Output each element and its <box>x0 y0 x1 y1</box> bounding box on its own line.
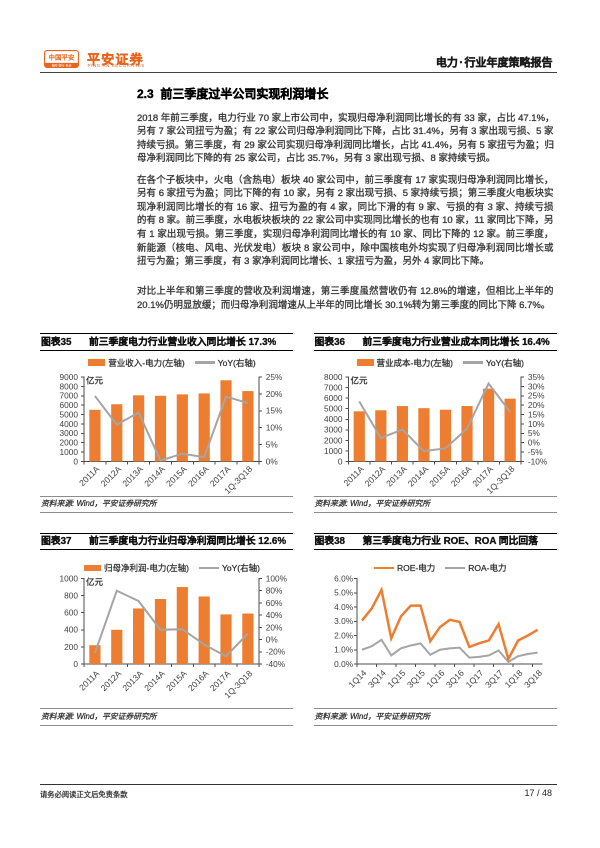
svg-text:亿元: 亿元 <box>350 376 368 386</box>
svg-text:30%: 30% <box>527 381 544 391</box>
svg-text:100%: 100% <box>266 573 288 583</box>
svg-text:亿元: 亿元 <box>86 577 104 587</box>
svg-text:20%: 20% <box>266 389 283 399</box>
svg-text:1Q17: 1Q17 <box>463 667 485 689</box>
svg-text:2011A: 2011A <box>77 464 101 488</box>
svg-text:1000: 1000 <box>324 446 343 456</box>
svg-text:80%: 80% <box>266 585 283 595</box>
svg-text:2012A: 2012A <box>362 464 387 489</box>
svg-text:0: 0 <box>73 456 78 466</box>
svg-text:2000: 2000 <box>60 438 79 448</box>
svg-text:3Q16: 3Q16 <box>444 667 466 689</box>
svg-text:2013A: 2013A <box>120 668 145 693</box>
svg-text:6.0%: 6.0% <box>334 573 354 583</box>
svg-text:2015A: 2015A <box>427 464 452 489</box>
svg-text:1Q18: 1Q18 <box>502 667 524 689</box>
svg-text:0%: 0% <box>266 456 279 466</box>
svg-text:2011A: 2011A <box>341 464 365 488</box>
svg-text:5.0%: 5.0% <box>334 587 354 597</box>
svg-text:25%: 25% <box>527 391 544 401</box>
svg-text:5%: 5% <box>266 440 279 450</box>
svg-text:0%: 0% <box>266 634 279 644</box>
svg-text:15%: 15% <box>527 409 544 419</box>
svg-text:2014A: 2014A <box>142 464 167 489</box>
svg-text:600: 600 <box>64 607 78 617</box>
svg-text:2013A: 2013A <box>120 464 145 489</box>
svg-text:5000: 5000 <box>60 409 79 419</box>
svg-text:8000: 8000 <box>60 381 79 391</box>
svg-text:1Q16: 1Q16 <box>424 667 446 689</box>
svg-text:2011A: 2011A <box>77 668 101 692</box>
svg-text:1000: 1000 <box>60 447 79 457</box>
svg-text:4000: 4000 <box>60 419 79 429</box>
svg-text:4.0%: 4.0% <box>334 601 354 611</box>
svg-text:40%: 40% <box>266 610 283 620</box>
svg-text:6000: 6000 <box>60 400 79 410</box>
svg-text:5000: 5000 <box>324 404 343 414</box>
svg-text:10%: 10% <box>527 419 544 429</box>
svg-text:1Q14: 1Q14 <box>346 667 368 689</box>
svg-text:800: 800 <box>64 590 78 600</box>
svg-text:保险·银行·投资: 保险·银行·投资 <box>52 62 72 67</box>
svg-text:3000: 3000 <box>60 428 79 438</box>
svg-text:25%: 25% <box>266 372 283 382</box>
svg-text:3Q14: 3Q14 <box>365 667 387 689</box>
svg-text:3Q17: 3Q17 <box>483 667 505 689</box>
svg-text:-20%: -20% <box>266 646 286 656</box>
svg-text:2016A: 2016A <box>186 668 211 693</box>
svg-text:60%: 60% <box>266 597 283 607</box>
svg-text:0: 0 <box>73 658 78 668</box>
svg-text:0: 0 <box>337 456 342 466</box>
svg-text:200: 200 <box>64 641 78 651</box>
svg-text:中国平安: 中国平安 <box>49 52 76 61</box>
svg-text:2014A: 2014A <box>142 668 167 693</box>
svg-text:3000: 3000 <box>324 425 343 435</box>
svg-text:400: 400 <box>64 624 78 634</box>
svg-text:15%: 15% <box>266 406 283 416</box>
svg-text:9000: 9000 <box>60 372 79 382</box>
svg-text:-40%: -40% <box>266 658 286 668</box>
svg-text:0%: 0% <box>527 438 540 448</box>
svg-text:35%: 35% <box>527 372 544 382</box>
svg-text:6000: 6000 <box>324 393 343 403</box>
svg-text:1Q15: 1Q15 <box>385 667 407 689</box>
svg-text:1000: 1000 <box>60 573 79 583</box>
svg-text:2012A: 2012A <box>99 668 124 693</box>
svg-text:3Q18: 3Q18 <box>522 667 544 689</box>
svg-text:2016A: 2016A <box>186 464 211 489</box>
svg-text:3.0%: 3.0% <box>334 616 354 626</box>
svg-text:2015A: 2015A <box>164 464 189 489</box>
svg-text:2.0%: 2.0% <box>334 630 354 640</box>
svg-text:2000: 2000 <box>324 435 343 445</box>
svg-text:20%: 20% <box>527 400 544 410</box>
svg-text:2015A: 2015A <box>164 668 189 693</box>
svg-text:2012A: 2012A <box>99 464 124 489</box>
svg-text:-5%: -5% <box>527 447 542 457</box>
svg-text:7000: 7000 <box>324 382 343 392</box>
svg-text:亿元: 亿元 <box>86 376 104 386</box>
svg-text:1.0%: 1.0% <box>334 644 354 654</box>
svg-text:2014A: 2014A <box>405 464 430 489</box>
svg-text:20%: 20% <box>266 622 283 632</box>
svg-text:5%: 5% <box>527 428 540 438</box>
svg-text:2013A: 2013A <box>384 464 409 489</box>
svg-text:3Q15: 3Q15 <box>405 667 427 689</box>
svg-text:0.0%: 0.0% <box>334 658 354 668</box>
svg-text:4000: 4000 <box>324 414 343 424</box>
svg-text:7000: 7000 <box>60 391 79 401</box>
svg-text:10%: 10% <box>266 423 283 433</box>
svg-text:8000: 8000 <box>324 372 343 382</box>
svg-text:2016A: 2016A <box>448 464 473 489</box>
svg-text:-10%: -10% <box>527 456 547 466</box>
